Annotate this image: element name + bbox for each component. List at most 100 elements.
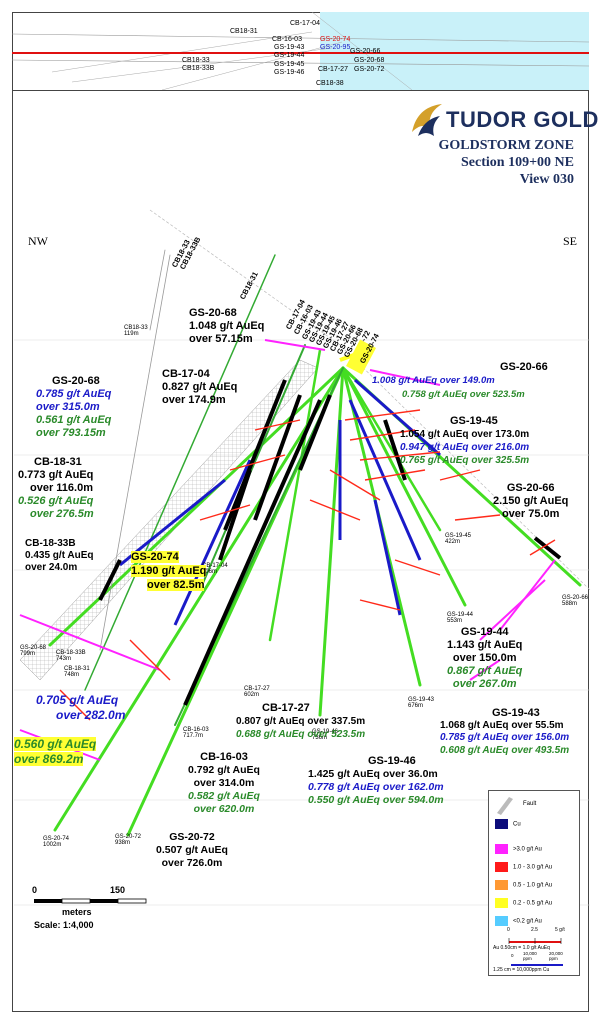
assay-bar: [439, 469, 481, 481]
hole-end-label: GS-19-43 676m: [408, 697, 435, 709]
legend-swatch: [495, 898, 508, 908]
annotation-gs-20-72: GS-20-72 0.507 g/t AuEq over 726.0m: [156, 831, 228, 869]
hole-end-label: GS-19-45 422m: [445, 533, 472, 545]
plan-label: GS-19-46: [274, 69, 305, 76]
plan-label: CB-16-03: [272, 36, 302, 43]
tudor-gold-eagle-icon: [412, 104, 442, 136]
cu-interval: [373, 499, 402, 616]
topography-line: [149, 209, 591, 591]
legend-swatch: [495, 844, 508, 854]
plan-label: CB-17-04: [290, 20, 320, 27]
collar-highlight: [346, 339, 376, 375]
scale-zero: 0: [32, 885, 38, 895]
hole-end-label: GS-20-68 799m: [20, 645, 47, 657]
plan-label: GS-19-44: [274, 52, 305, 59]
fault-symbol-icon: [497, 797, 513, 815]
drill-hole-gs-19-44: [341, 366, 467, 607]
assay-bar: [359, 451, 441, 461]
au-scale-bar: [508, 938, 562, 944]
plan-trace: [311, 12, 413, 90]
plan-label: GS-20-72: [354, 66, 385, 73]
drill-hole-gs-19-45: [341, 366, 442, 532]
legend-item: 0.5 - 1.0 g/t Au: [495, 880, 552, 890]
direction-nw: NW: [28, 234, 48, 248]
legend-item: 1.0 - 3.0 g/t Au: [495, 862, 552, 872]
assay-bar: [19, 614, 161, 671]
cu-interval: [119, 478, 226, 567]
title-view: View 030: [519, 172, 574, 187]
drill-hole-cb-17-27: [268, 348, 322, 642]
cu-interval: [348, 399, 422, 561]
high-grade-interval: [218, 469, 252, 561]
hole-end-label: GS-20-74 1002m: [43, 836, 70, 848]
assay-bar: [479, 579, 546, 641]
cu-interval: [354, 378, 441, 457]
drill-hole-cb18-33: [149, 249, 166, 331]
section-line: [12, 52, 589, 54]
hole-end-label: CB-18-33B 743m: [56, 650, 86, 662]
legend: Fault Cu >3.0 g/t Au 1.0 - 3.0 g/t Au 0.…: [488, 790, 580, 976]
plan-label: CB18-33B: [182, 65, 215, 72]
au-scale-mid: 2.5: [531, 927, 538, 933]
assay-bar: [364, 469, 426, 481]
assay-bar: [359, 599, 401, 611]
cu-interval: [173, 459, 252, 626]
annotation-gs-19-45: GS-19-45: [450, 415, 498, 427]
hole-end-label: GS-20-66 588m: [562, 595, 589, 607]
drill-hole-cb-17-04: [199, 344, 306, 591]
direction-se: SE: [563, 234, 578, 248]
legend-swatch: [495, 880, 508, 890]
plan-label: CB18-31: [230, 28, 258, 35]
assay-bar: [369, 369, 441, 386]
title-section: Section 109+00 NE: [461, 155, 574, 170]
hole-end-label: CB18-33 119m: [124, 325, 148, 337]
legend-swatch: [495, 862, 508, 872]
hole-end-label: CB-17-27 602m: [244, 686, 270, 698]
high-grade-interval: [298, 394, 332, 471]
plan-label: CB-17-27: [318, 66, 348, 73]
assay-bar: [499, 559, 556, 631]
brand-name: TUDOR GOLD: [446, 107, 599, 132]
scale-bar: [34, 898, 147, 904]
assay-bar: [469, 659, 501, 681]
au-scale-max: 5 g/t: [555, 927, 565, 933]
annotation-gs-20-66-top: GS-20-66 1.008 g/t AuEq over 149.0m 0.75…: [372, 361, 548, 400]
hole-end-label: GS-19-44 553m: [447, 612, 474, 624]
annotation-cb-16-03: CB-16-03 0.792 g/t AuEq over 314.0m 0.58…: [188, 751, 260, 815]
assay-bar: [199, 504, 251, 521]
plan-label: GS-20-66: [350, 48, 381, 55]
annotation-gs-20-74-mid: GS-20-74 1.190 g/t AuEq over 82.5m: [131, 551, 207, 591]
annotation-cb-18-31: CB-18-31 0.773 g/t AuEq over 116.0m 0.52…: [18, 456, 94, 520]
plan-label: GS-20-68: [354, 57, 385, 64]
plan-trace: [12, 33, 589, 43]
title-zone: GOLDSTORM ZONE: [438, 138, 575, 153]
plan-claim-area: [320, 12, 589, 90]
assay-bar: [129, 639, 171, 681]
plan-label: CB18-38: [316, 80, 344, 87]
assay-bar: [394, 559, 441, 576]
annotation-gs-20-68-top: GS-20-68 1.048 g/t AuEq over 57.15m: [189, 307, 265, 345]
cu-scale-mid: 10,000 ppm: [523, 951, 537, 961]
annotation-gs-19-44: GS-19-44 1.143 g/t AuEq over 150.0m 0.86…: [447, 626, 523, 690]
annotation-cb-17-27: CB-17-27 0.807 g/t AuEq over 337.5m 0.68…: [236, 702, 366, 740]
assay-bar: [264, 339, 326, 351]
assay-bar: [454, 514, 501, 521]
legend-swatch: [495, 916, 508, 926]
plan-trace: [12, 59, 589, 67]
annotation-gs-20-66-right: GS-20-66 2.150 g/t AuEq over 75.0m: [493, 482, 569, 520]
legend-cu: Cu: [495, 819, 521, 829]
high-grade-interval: [383, 419, 407, 481]
cu-scale-zero: 0: [511, 953, 514, 958]
assay-bar: [529, 539, 556, 556]
plan-label: GS-20-95: [320, 44, 351, 51]
hole-end-label: CB-16-03 717.7m: [183, 727, 209, 739]
hole-end-label: GS-19-46 736m: [312, 729, 339, 741]
annotation-cb-18-33b: CB-18-33B 0.435 g/t AuEq over 24.0m: [25, 538, 94, 573]
high-grade-interval: [98, 559, 122, 601]
plan-label: CB18-33: [182, 57, 210, 64]
high-grade-interval: [223, 379, 287, 531]
annotation-gs-19-45-values: 1.054 g/t AuEq over 173.0m 0.947 g/t AuE…: [400, 429, 530, 466]
assay-bar: [229, 454, 286, 471]
plan-label: GS-19-43: [274, 44, 305, 51]
